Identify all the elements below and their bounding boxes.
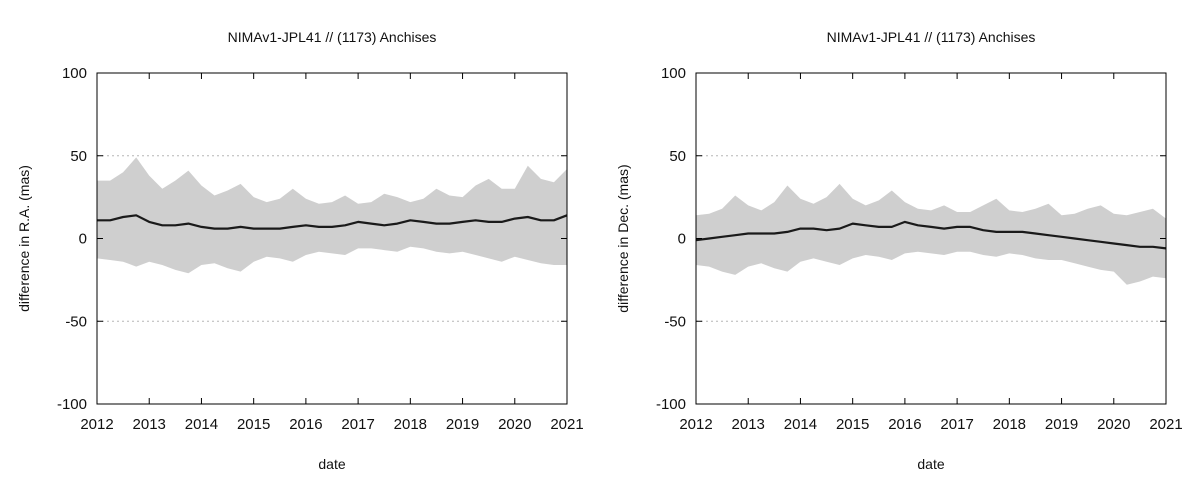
x-tick-label: 2014 <box>185 416 218 433</box>
y-tick-label: -50 <box>65 313 87 330</box>
series-line-mean <box>97 214 568 230</box>
y-tick-label: -100 <box>656 396 686 413</box>
y-tick-label: 100 <box>62 65 87 82</box>
x-tick-label: 2019 <box>1045 416 1078 433</box>
x-tick-label: 2017 <box>341 416 374 433</box>
y-tick-label: 0 <box>79 231 87 248</box>
chart-dec: 2012 2013 2014 2015 2016 2017 2018 2019 2020 2021… <box>615 29 1183 472</box>
x-tick-label: 2019 <box>446 416 479 433</box>
y-tick-label: 0 <box>678 231 686 248</box>
y-tick-label: -50 <box>664 313 686 330</box>
chart-title: NIMAv1-JPL41 // (1173) Anchises <box>228 29 437 45</box>
x-tick-label: 2018 <box>394 416 427 433</box>
chart-title: NIMAv1-JPL41 // (1173) Anchises <box>827 29 1036 45</box>
x-tick-label: 2016 <box>888 416 921 433</box>
y-axis-label: difference in R.A. (mas) <box>16 165 32 312</box>
x-tick-label: 2012 <box>679 416 712 433</box>
x-axis-label: date <box>318 456 345 472</box>
x-tick-label: 2013 <box>133 416 166 433</box>
x-axis-label: date <box>917 456 944 472</box>
x-tick-label: 2018 <box>993 416 1026 433</box>
x-tick-label: 2020 <box>1097 416 1130 433</box>
x-tick-label: 2017 <box>940 416 973 433</box>
chart-ra: 2012 2013 2014 2015 2016 2017 2018 2019 2020 2021… <box>16 29 584 472</box>
y-axis-label: difference in Dec. (mas) <box>615 164 631 312</box>
x-tick-label: 2013 <box>732 416 765 433</box>
x-tick-label: 2020 <box>498 416 531 433</box>
y-tick-label: -100 <box>57 396 87 413</box>
y-tick-label: 50 <box>669 148 686 165</box>
x-tick-label: 2016 <box>289 416 322 433</box>
y-tick-label: 100 <box>661 65 686 82</box>
x-tick-label: 2021 <box>1149 416 1182 433</box>
series-line-mean <box>695 220 1167 250</box>
uncertainty-band <box>696 183 1166 285</box>
x-tick-label: 2012 <box>80 416 113 433</box>
x-tick-label: 2015 <box>836 416 869 433</box>
x-tick-label: 2021 <box>550 416 583 433</box>
y-tick-label: 50 <box>70 148 87 165</box>
x-tick-label: 2014 <box>784 416 817 433</box>
uncertainty-band <box>97 157 567 274</box>
x-tick-label: 2015 <box>237 416 270 433</box>
